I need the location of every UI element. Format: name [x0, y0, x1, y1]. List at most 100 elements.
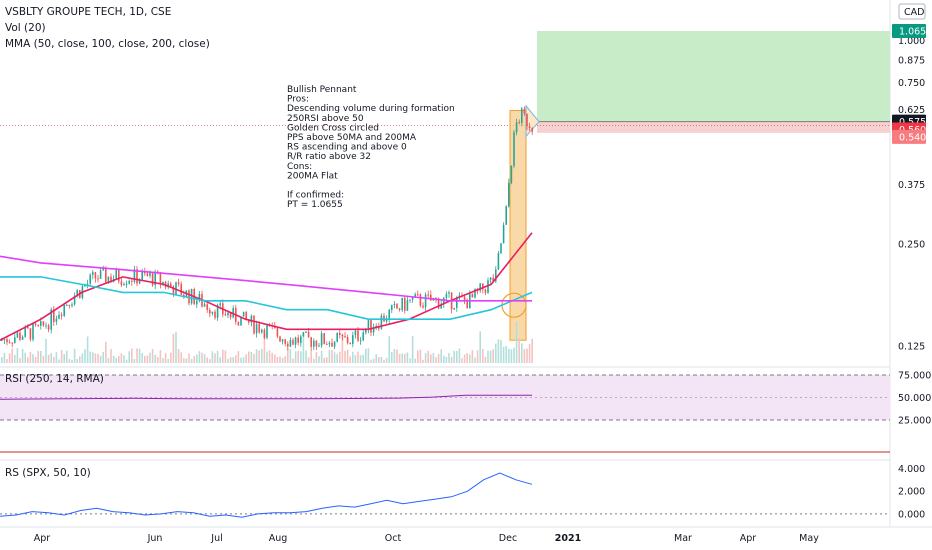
volume-bar	[315, 351, 318, 363]
volume-bar	[385, 357, 388, 363]
candle-body	[484, 289, 487, 293]
candle-body	[229, 312, 232, 318]
mma-legend[interactable]: MMA (50, close, 100, close, 200, close)	[5, 38, 210, 50]
rsi-legend[interactable]: RSI (250, 14, RMA)	[5, 373, 104, 385]
volume-bar	[510, 349, 513, 363]
volume-bar	[79, 356, 81, 363]
volume-bar	[404, 353, 406, 363]
candle-body	[183, 294, 185, 297]
candle-body	[136, 269, 138, 284]
candle-body	[349, 343, 351, 345]
volume-bar	[8, 353, 11, 363]
volume-bar	[528, 344, 531, 363]
price-tag: 0.540	[899, 132, 926, 143]
volume-bar	[430, 354, 432, 363]
volume-bar	[203, 354, 206, 363]
candle-body	[209, 309, 211, 314]
candle-body	[284, 339, 286, 344]
volume-bar	[531, 338, 533, 363]
volume-bar	[112, 355, 115, 363]
candle-body	[315, 340, 318, 347]
volume-bar	[1, 357, 3, 363]
volume-bar	[521, 343, 523, 363]
volume-bar	[406, 352, 409, 363]
volume-bar	[193, 356, 195, 363]
time-tick: 2021	[555, 533, 581, 544]
volume-bar	[409, 358, 411, 363]
candle-body	[42, 321, 45, 326]
volume-bar	[320, 350, 323, 363]
candle-body	[27, 326, 29, 329]
volume-bar	[305, 350, 307, 363]
time-tick: May	[799, 533, 819, 544]
candle-body	[29, 328, 32, 340]
volume-bar	[513, 347, 515, 363]
candle-body	[513, 132, 515, 166]
candle-body	[107, 276, 110, 283]
volume-bar	[170, 352, 172, 363]
volume-bar	[365, 348, 367, 363]
volume-bar	[346, 349, 349, 363]
candle-body	[99, 270, 102, 279]
candle-body	[508, 182, 510, 207]
candle-body	[404, 297, 406, 311]
candle-body	[471, 293, 474, 298]
target-zone	[537, 31, 890, 122]
volume-bar	[339, 351, 341, 363]
volume-bar	[141, 352, 143, 363]
volume-bar	[463, 354, 466, 363]
volume-bar	[292, 358, 294, 363]
volume-bar	[94, 353, 97, 363]
axes: 1.000 0.875 0.750 0.625 0.375 0.250 0.125 CAD 1.…	[34, 3, 931, 544]
candle-body	[40, 321, 42, 326]
volume-bar	[237, 351, 240, 363]
volume-bar	[253, 353, 255, 363]
volume-bar	[172, 333, 175, 363]
volume-bar	[164, 353, 167, 363]
volume-bar	[219, 357, 221, 363]
volume-bar	[138, 348, 141, 363]
time-tick: Jun	[147, 533, 163, 544]
candle-body	[482, 283, 484, 290]
rs-legend[interactable]: RS (SPX, 50, 10)	[5, 467, 91, 479]
volume-bar	[157, 357, 159, 363]
volume-bar	[336, 353, 338, 363]
candle-body	[287, 343, 289, 347]
candle-body	[479, 283, 481, 291]
volume-bar	[14, 354, 16, 363]
candle-body	[354, 330, 357, 336]
volume-bar	[149, 352, 151, 363]
volume-bar	[68, 358, 71, 363]
volume-bar	[120, 353, 123, 363]
candle-body	[19, 332, 21, 340]
volume-bar	[287, 348, 289, 363]
candle-body	[242, 311, 245, 317]
volume-bar	[76, 359, 78, 363]
candle-body	[89, 274, 91, 284]
candle-body	[422, 305, 424, 308]
volume-bar	[245, 354, 247, 363]
candle-body	[326, 343, 328, 345]
candle-body	[180, 284, 182, 295]
candle-body	[456, 297, 458, 308]
price-tick: 0.250	[898, 240, 925, 251]
candle-body	[94, 272, 97, 279]
price-tick: 0.375	[898, 180, 925, 191]
ma200-line	[0, 255, 532, 302]
candle-body	[424, 294, 427, 308]
candle-body	[487, 280, 489, 293]
volume-bar	[375, 354, 377, 363]
candle-body	[258, 324, 260, 333]
volume-legend[interactable]: Vol (20)	[5, 22, 46, 34]
volume-bar	[359, 355, 362, 363]
rs-tick: 0.000	[898, 509, 925, 520]
volume-bar	[302, 334, 305, 363]
volume-bar	[456, 351, 458, 363]
candle-body	[492, 277, 494, 282]
annotation-line: 200MA Flat	[287, 171, 338, 181]
candle-body	[60, 314, 63, 316]
annotation-line: 250RSI above 50	[287, 114, 364, 124]
volume-bar	[393, 349, 396, 363]
candle-body	[237, 321, 240, 326]
